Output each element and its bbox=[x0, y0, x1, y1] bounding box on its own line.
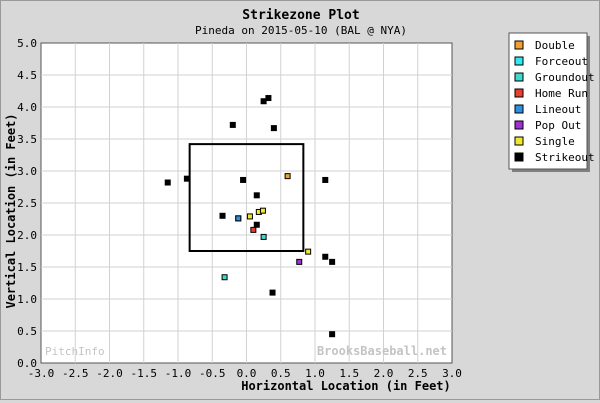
x-tick-label: -1.0 bbox=[165, 367, 192, 380]
x-tick-label: 1.0 bbox=[305, 367, 325, 380]
point-single bbox=[259, 207, 266, 214]
legend: Double Forceout Groundout Home Run Lineout Po… bbox=[508, 32, 595, 172]
x-tick-label: 0.5 bbox=[271, 367, 291, 380]
y-tick-label: 3.0 bbox=[17, 165, 37, 178]
grid-lines bbox=[41, 43, 452, 363]
x-tick-label: -0.5 bbox=[199, 367, 226, 380]
point-lineout bbox=[235, 215, 242, 222]
point-strikeout bbox=[322, 176, 329, 183]
legend-swatch-groundout bbox=[514, 72, 524, 82]
legend-box bbox=[508, 32, 588, 170]
x-tick-label: 2.0 bbox=[374, 367, 394, 380]
legend-label-lineout: Lineout bbox=[535, 103, 581, 116]
y-tick-labels: 0.0 0.5 1.0 1.5 2.0 2.5 3.0 3.5 4.0 4.5 5.0 bbox=[17, 37, 37, 370]
legend-swatch-home-run bbox=[514, 88, 524, 98]
y-tick-label: 1.5 bbox=[17, 261, 37, 274]
watermark-left: PitchInfo bbox=[45, 345, 105, 358]
legend-label-single: Single bbox=[535, 135, 575, 148]
point-strikeout bbox=[329, 258, 336, 265]
point-strikeout bbox=[260, 98, 267, 105]
point-home-run bbox=[250, 226, 257, 233]
watermark-right: BrooksBaseball.net bbox=[317, 344, 447, 358]
point-strikeout bbox=[253, 192, 260, 199]
x-tick-label: 1.5 bbox=[339, 367, 359, 380]
x-tick-label: -2.0 bbox=[96, 367, 123, 380]
y-tick-label: 2.5 bbox=[17, 197, 37, 210]
x-tick-labels: -3.0 -2.5 -2.0 -1.5 -1.0 -0.5 0.0 0.5 1.0 1.5 2.0 2… bbox=[28, 367, 462, 380]
point-single bbox=[246, 213, 253, 220]
point-strikeout bbox=[322, 253, 329, 260]
point-strikeout bbox=[219, 212, 226, 219]
point-groundout bbox=[260, 233, 267, 240]
strike-zone-box bbox=[188, 143, 305, 252]
chart-subtitle: Pineda on 2015-05-10 (BAL @ NYA) bbox=[195, 24, 407, 37]
y-tick-label: 1.0 bbox=[17, 293, 37, 306]
x-tick-label: -3.0 bbox=[28, 367, 55, 380]
y-axis-label: Vertical Location (in Feet) bbox=[4, 113, 18, 308]
point-strikeout bbox=[183, 175, 190, 182]
point-strikeout bbox=[329, 331, 336, 338]
point-double bbox=[284, 173, 291, 180]
point-strikeout bbox=[240, 176, 247, 183]
point-strikeout bbox=[269, 289, 276, 296]
point-strikeout bbox=[270, 125, 277, 132]
x-tick-label: -1.5 bbox=[131, 367, 158, 380]
y-tick-label: 4.0 bbox=[17, 101, 37, 114]
point-groundout bbox=[221, 274, 228, 281]
y-tick-label: 0.5 bbox=[17, 325, 37, 338]
data-points bbox=[164, 95, 336, 338]
x-tick-label: 3.0 bbox=[442, 367, 462, 380]
legend-swatch-strikeout bbox=[514, 152, 524, 162]
point-strikeout bbox=[253, 221, 260, 228]
point-strikeout bbox=[164, 179, 171, 186]
y-tick-label: 2.0 bbox=[17, 229, 37, 242]
legend-label-home-run: Home Run bbox=[535, 87, 588, 100]
y-tick-label: 3.5 bbox=[17, 133, 37, 146]
legend-swatch-lineout bbox=[514, 104, 524, 114]
legend-label-strikeout: Strikeout bbox=[535, 151, 595, 164]
legend-label-forceout: Forceout bbox=[535, 55, 588, 68]
legend-swatch-single bbox=[514, 136, 524, 146]
x-tick-label: 0.0 bbox=[237, 367, 257, 380]
legend-swatch-forceout bbox=[514, 56, 524, 66]
point-strikeout bbox=[229, 121, 236, 128]
legend-label-groundout: Groundout bbox=[535, 71, 595, 84]
x-tick-label: 2.5 bbox=[408, 367, 428, 380]
chart-title: Strikezone Plot bbox=[242, 8, 359, 23]
point-pop-out bbox=[296, 258, 303, 265]
legend-swatch-pop-out bbox=[514, 120, 524, 130]
x-axis-label: Horizontal Location (in Feet) bbox=[241, 379, 451, 393]
point-strikeout bbox=[265, 95, 272, 102]
legend-label-double: Double bbox=[535, 39, 575, 52]
legend-label-pop-out: Pop Out bbox=[535, 119, 581, 132]
y-tick-label: 5.0 bbox=[17, 37, 37, 50]
y-tick-label: 4.5 bbox=[17, 69, 37, 82]
y-tick-label: 0.0 bbox=[17, 357, 37, 370]
legend-swatch-double bbox=[514, 40, 524, 50]
point-single bbox=[305, 248, 312, 255]
x-tick-label: -2.5 bbox=[62, 367, 89, 380]
